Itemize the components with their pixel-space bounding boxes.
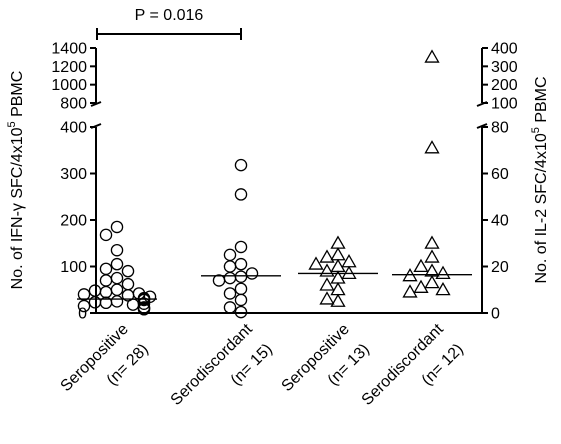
data-point [121,264,135,278]
data-point [319,263,335,277]
data-point [110,295,124,308]
left-axis-tick-label: 0 [78,306,87,323]
data-point [330,247,346,261]
data-point [77,288,91,301]
data-point [223,260,237,273]
group-label: Seropositive [58,321,132,395]
right-axis-tick-label: 80 [491,120,509,137]
data-point [435,265,451,280]
data-point [212,274,226,287]
group-label: Seropositive [279,321,353,395]
right-axis-tick-label: 20 [491,259,509,276]
left-axis-tick-label: 100 [60,259,87,276]
data-point [234,158,248,172]
data-point [413,258,429,273]
data-point [223,271,237,285]
left-axis-tick-label: 200 [60,213,87,230]
data-point [402,284,418,298]
right-axis-tick-label: 60 [491,166,509,183]
data-point [110,271,124,285]
data-point [341,265,357,280]
left-axis-title: No. of IFN-γ SFC/4x105 PBMC [6,71,26,290]
p-value-annotation: P = 0.016 [135,7,204,24]
data-point [99,228,113,242]
right-axis-tick-label: 40 [491,213,509,230]
data-point [424,49,440,63]
data-point [319,277,335,291]
data-point [234,270,248,283]
data-point [245,267,259,280]
data-point [424,235,440,249]
data-point [223,301,237,314]
data-point [319,291,335,305]
data-point [77,299,91,313]
data-point [110,220,124,234]
data-point [435,281,451,296]
data-point [121,277,135,291]
data-point [99,296,113,310]
left-axis-tick-label: 400 [60,120,87,137]
data-point [319,249,335,263]
data-point [110,257,124,271]
data-point [110,243,124,257]
right-axis-tick-label: 0 [491,306,500,323]
data-point [126,298,140,311]
left-axis-upper-tick-label: 1200 [51,59,87,76]
right-axis-upper-tick-label: 100 [491,96,518,113]
data-point [234,282,248,296]
data-point [234,188,248,201]
data-point [223,248,237,262]
data-point [424,274,440,289]
data-point [413,279,429,293]
data-point [330,293,346,307]
right-axis-title: No. of IL-2 SFC/4x105 PBMC [530,76,550,283]
data-point [99,274,113,287]
right-axis-upper-tick-label: 300 [491,59,518,76]
data-point [223,287,237,300]
data-point [137,303,151,316]
plot-marks: 0100200300400800100012001400020406080100… [6,28,550,409]
left-axis-tick-label: 300 [60,166,87,183]
left-axis-upper-tick-label: 800 [60,96,87,113]
data-point [234,257,248,271]
data-point [110,283,124,296]
data-point [330,235,346,249]
data-point [99,285,113,299]
data-point [99,262,113,276]
data-point [341,254,357,268]
data-point [424,140,440,154]
data-point [424,249,440,263]
left-axis-upper-tick-label: 1000 [51,77,87,94]
right-axis-upper-tick-label: 200 [491,77,518,94]
left-axis-upper-tick-label: 1400 [51,41,87,58]
data-point [234,305,248,319]
right-axis-upper-tick-label: 400 [491,41,518,58]
data-point [137,293,151,307]
data-point [234,240,248,254]
data-point [308,256,324,270]
data-point [234,293,248,307]
